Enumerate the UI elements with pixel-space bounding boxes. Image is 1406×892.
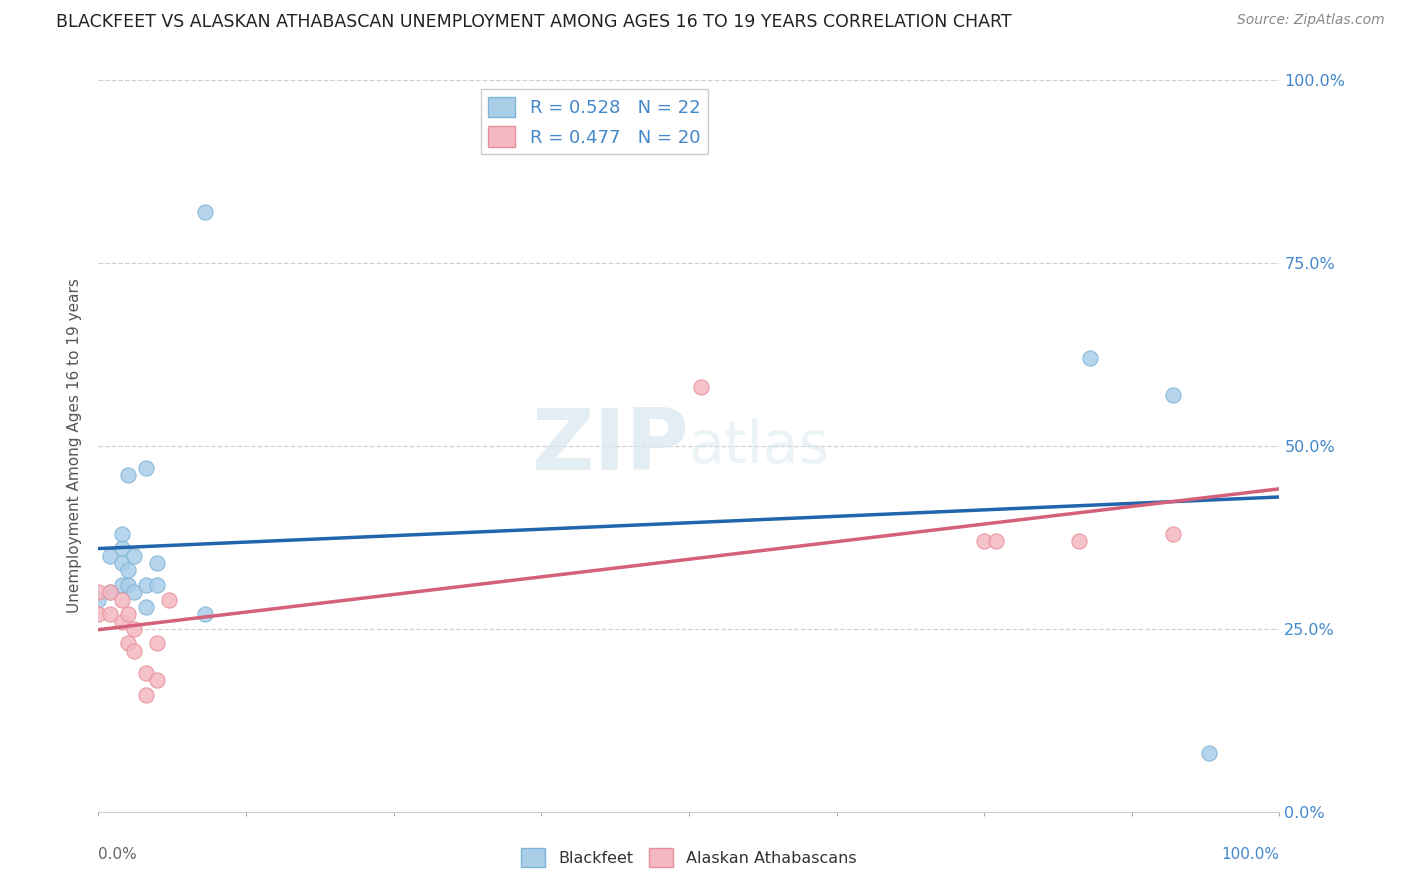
Point (1067, 534, 1090, 549)
Point (146, 636, 169, 650)
Point (87, 592, 110, 607)
Point (973, 534, 995, 549)
Legend: Blackfeet, Alaskan Athabascans: Blackfeet, Alaskan Athabascans (515, 842, 863, 873)
Point (98, 607, 121, 622)
Point (1161, 388, 1184, 402)
Point (117, 607, 139, 622)
Text: ZIP: ZIP (531, 404, 689, 488)
Point (146, 578, 169, 592)
Point (194, 205, 217, 219)
Text: atlas: atlas (689, 417, 830, 475)
Point (111, 615, 134, 629)
Point (157, 592, 180, 607)
Text: 0.0%: 0.0% (98, 847, 138, 863)
Point (98, 585, 121, 599)
Point (146, 673, 169, 687)
Point (135, 688, 157, 702)
Point (135, 578, 157, 592)
Point (117, 563, 139, 577)
Point (98, 549, 121, 563)
Point (194, 607, 217, 622)
Point (135, 461, 157, 475)
Point (98, 585, 121, 599)
Point (122, 644, 145, 658)
Point (984, 534, 1007, 549)
Point (117, 636, 139, 650)
Point (117, 468, 139, 483)
Point (1198, 746, 1220, 760)
Point (122, 585, 145, 599)
Point (111, 556, 134, 570)
Point (111, 526, 134, 541)
Point (117, 578, 139, 592)
Point (1080, 351, 1102, 366)
Point (122, 622, 145, 636)
Point (689, 380, 711, 394)
Text: BLACKFEET VS ALASKAN ATHABASCAN UNEMPLOYMENT AMONG AGES 16 TO 19 YEARS CORRELATI: BLACKFEET VS ALASKAN ATHABASCAN UNEMPLOY… (56, 13, 1012, 31)
Point (87, 607, 110, 622)
Point (111, 541, 134, 556)
Point (122, 549, 145, 563)
Point (135, 665, 157, 680)
Point (146, 556, 169, 570)
Point (1161, 526, 1184, 541)
Point (135, 599, 157, 614)
Point (111, 578, 134, 592)
Point (111, 592, 134, 607)
Y-axis label: Unemployment Among Ages 16 to 19 years: Unemployment Among Ages 16 to 19 years (67, 278, 83, 614)
Text: 100.0%: 100.0% (1222, 847, 1279, 863)
Point (87, 585, 110, 599)
Text: Source: ZipAtlas.com: Source: ZipAtlas.com (1237, 13, 1385, 28)
